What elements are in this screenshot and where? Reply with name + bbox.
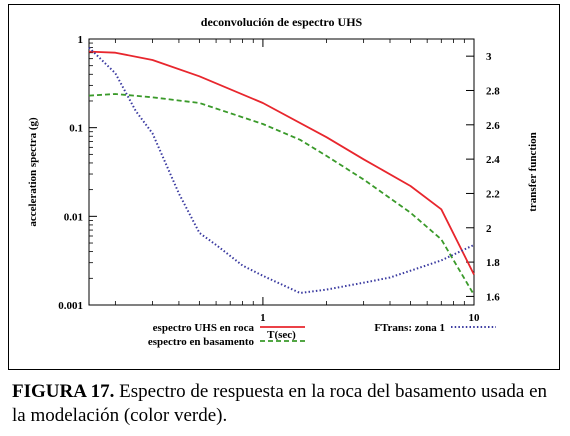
y2-tick-label: 2.4 [486, 154, 500, 166]
y2-axis-label: transfer function [527, 132, 539, 212]
legend-label-3: FTrans: zona 1 [374, 322, 445, 334]
y2-tick-label: 2.2 [486, 188, 500, 200]
x-axis-label: T(sec) [267, 329, 296, 341]
y2-tick-label: 1.8 [486, 257, 500, 269]
y2-tick-label: 2.6 [486, 120, 500, 132]
chart-title: deconvolución de espectro UHS [201, 15, 363, 29]
y-tick-label: 0.01 [64, 211, 83, 223]
legend-label-1: espectro UHS en roca [153, 322, 255, 334]
caption-label: FIGURA 17. [12, 381, 115, 402]
plot-area-border [88, 38, 475, 306]
y2-tick-label: 2 [486, 223, 492, 235]
y2-tick-label: 3 [486, 51, 492, 63]
y2-tick-label: 1.6 [486, 291, 500, 303]
legend-label-2: espectro en basamento [148, 336, 255, 348]
series-line-1 [88, 50, 475, 276]
y2-tick-label: 2.8 [486, 85, 500, 97]
chart: deconvolución de espectro UHS 0.001 0.01 0.… [27, 15, 539, 348]
figure-frame: deconvolución de espectro UHS 0.001 0.01 0.… [8, 4, 560, 370]
series-line-2 [88, 93, 475, 296]
y-tick-label: 0.001 [58, 300, 83, 312]
x-tick-label: 1 [260, 312, 266, 324]
y-tick-label: 0.1 [69, 123, 83, 135]
x-tick-label: 10 [469, 312, 481, 324]
y-tick-label: 1 [78, 34, 84, 46]
y-axis-label: acceleration spectra (g) [27, 117, 39, 227]
figure-caption: FIGURA 17. Espectro de respuesta en la r… [12, 380, 560, 428]
caption-text: Espectro de respuesta en la roca del bas… [12, 381, 547, 426]
series-line-3 [88, 46, 475, 294]
